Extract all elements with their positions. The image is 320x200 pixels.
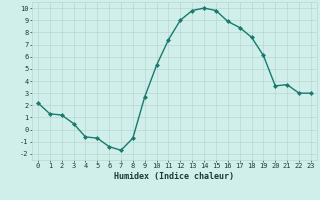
X-axis label: Humidex (Indice chaleur): Humidex (Indice chaleur) [115, 172, 234, 181]
